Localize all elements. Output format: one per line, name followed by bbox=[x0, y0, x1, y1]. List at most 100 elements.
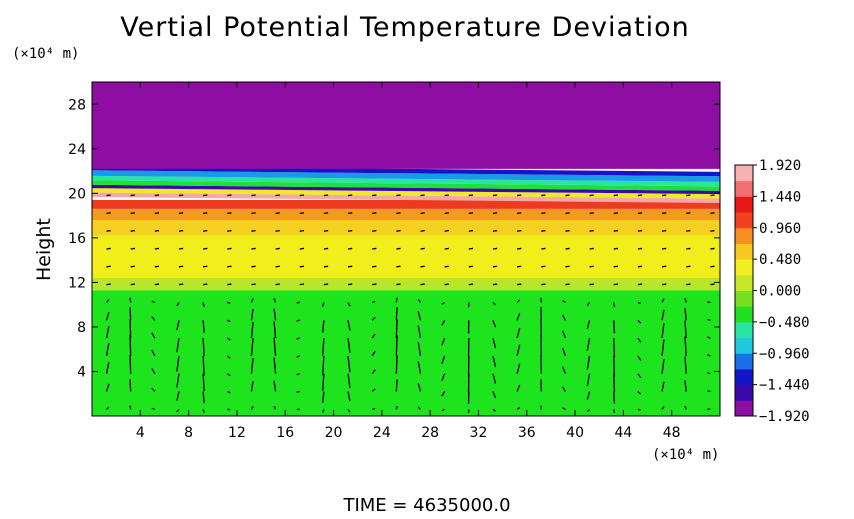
vector-arrow-206 bbox=[468, 212, 474, 215]
vector-arrow-227 bbox=[516, 299, 521, 303]
heatmap-layer-9 bbox=[92, 180, 720, 191]
vector-arrow-176 bbox=[420, 283, 425, 286]
vector-arrow-139 bbox=[347, 247, 353, 250]
vector-arrow-260 bbox=[586, 408, 591, 413]
heatmap-layer-8 bbox=[92, 184, 720, 195]
vector-arrow-93 bbox=[273, 357, 277, 374]
vector-arrow-97 bbox=[273, 298, 277, 303]
vector-arrow-286 bbox=[637, 408, 641, 411]
vector-arrow-61 bbox=[203, 247, 208, 250]
time-label: TIME = 4635000.0 bbox=[343, 495, 511, 516]
colorbar-swatch-5 bbox=[735, 321, 753, 339]
colorbar-label-2: 0.960 bbox=[759, 221, 801, 237]
vector-arrow-74 bbox=[227, 247, 232, 250]
vector-arrow-268 bbox=[589, 265, 594, 268]
vector-arrow-60 bbox=[203, 265, 208, 268]
vector-arrow-314 bbox=[684, 356, 687, 374]
x-tick-label-7: 32 bbox=[470, 425, 488, 441]
vector-arrow-11 bbox=[106, 212, 111, 215]
colorbar-label-8: −1.920 bbox=[759, 409, 810, 425]
vector-arrow-317 bbox=[684, 307, 687, 321]
vector-arrow-327 bbox=[707, 372, 711, 375]
vector-arrow-17 bbox=[129, 319, 132, 339]
vector-arrow-36 bbox=[154, 229, 160, 232]
colorbar-swatch-11 bbox=[735, 227, 753, 244]
vector-arrow-132 bbox=[347, 373, 351, 389]
x-axis-unit: (×10⁴ m) bbox=[652, 447, 720, 463]
vector-arrow-217 bbox=[492, 247, 498, 250]
vector-arrow-13 bbox=[129, 405, 132, 410]
vector-arrow-150 bbox=[372, 283, 377, 286]
vector-arrow-142 bbox=[347, 194, 353, 197]
vector-arrow-298 bbox=[637, 194, 643, 197]
vector-arrow-133 bbox=[347, 355, 351, 373]
vector-arrow-26 bbox=[151, 407, 156, 410]
vector-arrow-157 bbox=[395, 379, 398, 392]
heatmap-layer-13 bbox=[92, 82, 720, 169]
vector-arrow-323 bbox=[686, 212, 691, 215]
vector-arrow-216 bbox=[492, 265, 498, 268]
vector-arrow-263 bbox=[586, 355, 591, 370]
vector-arrow-24 bbox=[130, 212, 135, 215]
vector-arrow-308 bbox=[661, 247, 667, 250]
vector-arrow-155 bbox=[372, 194, 377, 197]
vector-arrow-209 bbox=[492, 391, 497, 399]
vector-arrow-52 bbox=[202, 409, 205, 413]
vector-arrow-220 bbox=[492, 194, 498, 197]
vector-arrow-304 bbox=[661, 309, 665, 321]
colorbar-swatch-14 bbox=[735, 180, 753, 197]
vector-arrow-58 bbox=[202, 302, 205, 308]
vector-arrow-29 bbox=[151, 349, 156, 357]
vector-arrow-177 bbox=[420, 265, 425, 268]
vector-arrow-48 bbox=[178, 247, 184, 250]
vector-arrow-80 bbox=[250, 357, 254, 374]
vector-arrow-34 bbox=[154, 265, 160, 268]
colorbar-label-4: 0.000 bbox=[759, 284, 801, 300]
vector-arrow-88 bbox=[251, 229, 256, 232]
x-tick-label-10: 44 bbox=[614, 425, 632, 441]
vector-arrow-186 bbox=[441, 337, 446, 346]
heatmap-layer-3 bbox=[92, 220, 720, 236]
vector-arrow-114 bbox=[299, 229, 305, 232]
vector-arrow-170 bbox=[417, 383, 422, 392]
vector-arrow-53 bbox=[202, 391, 205, 404]
vector-arrow-310 bbox=[661, 212, 667, 215]
vector-arrow-102 bbox=[275, 212, 280, 215]
vector-arrow-19 bbox=[129, 297, 132, 303]
colorbar-swatch-9 bbox=[735, 259, 753, 276]
colorbar-swatch-15 bbox=[735, 165, 753, 182]
vector-arrow-184 bbox=[441, 373, 446, 381]
vector-arrow-285 bbox=[613, 194, 619, 197]
vector-arrow-42 bbox=[176, 355, 180, 372]
colorbar-swatch-1 bbox=[735, 384, 753, 401]
vector-arrow-267 bbox=[589, 283, 594, 286]
vector-arrow-156 bbox=[395, 405, 398, 410]
vector-arrow-172 bbox=[417, 341, 422, 356]
vector-arrow-334 bbox=[710, 247, 715, 250]
vector-arrow-183 bbox=[441, 391, 446, 397]
colorbar-label-7: −1.440 bbox=[759, 378, 810, 394]
vector-arrow-140 bbox=[347, 229, 353, 232]
vector-arrow-113 bbox=[299, 247, 305, 250]
colorbar-swatch-8 bbox=[735, 274, 753, 291]
vector-arrow-257 bbox=[565, 229, 570, 232]
vector-arrow-169 bbox=[417, 406, 421, 410]
vector-arrow-162 bbox=[395, 297, 398, 303]
vector-arrow-40 bbox=[176, 391, 180, 401]
vector-arrow-32 bbox=[151, 300, 156, 304]
vector-arrow-73 bbox=[227, 265, 232, 268]
x-tick-label-5: 24 bbox=[373, 425, 391, 441]
vector-arrow-278 bbox=[613, 320, 616, 334]
vector-arrow-241 bbox=[541, 283, 546, 286]
vector-arrow-302 bbox=[661, 339, 665, 356]
vector-arrow-49 bbox=[178, 229, 184, 232]
colorbar-label-0: 1.920 bbox=[759, 158, 801, 174]
vector-arrow-326 bbox=[707, 390, 711, 393]
x-tick-label-3: 16 bbox=[276, 425, 294, 441]
vector-arrow-283 bbox=[613, 229, 619, 232]
vector-arrow-211 bbox=[492, 355, 497, 368]
vector-arrow-119 bbox=[322, 373, 325, 391]
vector-arrow-181 bbox=[420, 194, 425, 197]
